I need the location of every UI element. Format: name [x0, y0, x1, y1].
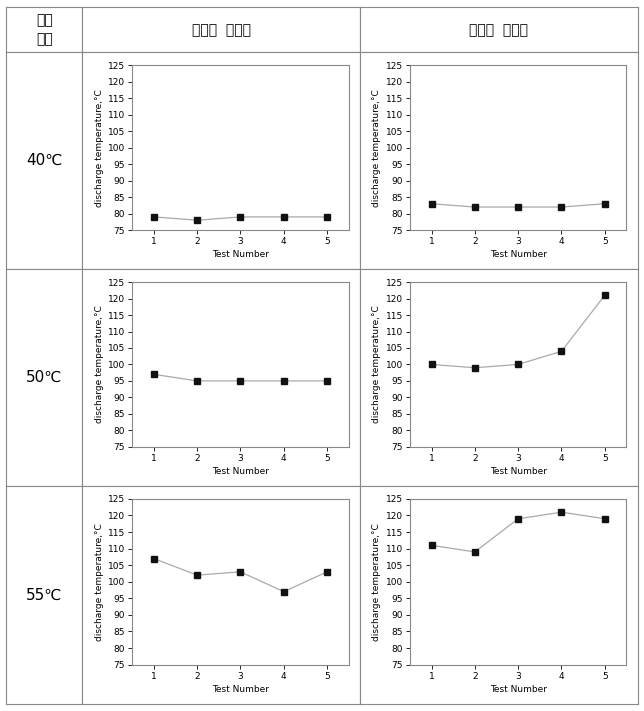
Y-axis label: discharge temperature,°C: discharge temperature,°C	[95, 523, 104, 641]
X-axis label: Test Number: Test Number	[212, 685, 269, 694]
X-axis label: Test Number: Test Number	[212, 250, 269, 260]
Y-axis label: discharge temperature,°C: discharge temperature,°C	[95, 306, 104, 423]
Text: 50℃: 50℃	[26, 370, 62, 385]
Y-axis label: discharge temperature,°C: discharge temperature,°C	[95, 89, 104, 207]
Text: 증발기  평행류: 증발기 평행류	[469, 23, 528, 37]
X-axis label: Test Number: Test Number	[489, 250, 547, 260]
Y-axis label: discharge temperature,°C: discharge temperature,°C	[372, 89, 381, 207]
Y-axis label: discharge temperature,°C: discharge temperature,°C	[372, 523, 381, 641]
Text: 입구
온도: 입구 온도	[36, 13, 53, 46]
Text: 40℃: 40℃	[26, 154, 62, 169]
Text: 55℃: 55℃	[26, 587, 62, 602]
Y-axis label: discharge temperature,°C: discharge temperature,°C	[372, 306, 381, 423]
X-axis label: Test Number: Test Number	[212, 467, 269, 476]
Text: 증발기  대항류: 증발기 대항류	[191, 23, 251, 37]
X-axis label: Test Number: Test Number	[489, 685, 547, 694]
X-axis label: Test Number: Test Number	[489, 467, 547, 476]
